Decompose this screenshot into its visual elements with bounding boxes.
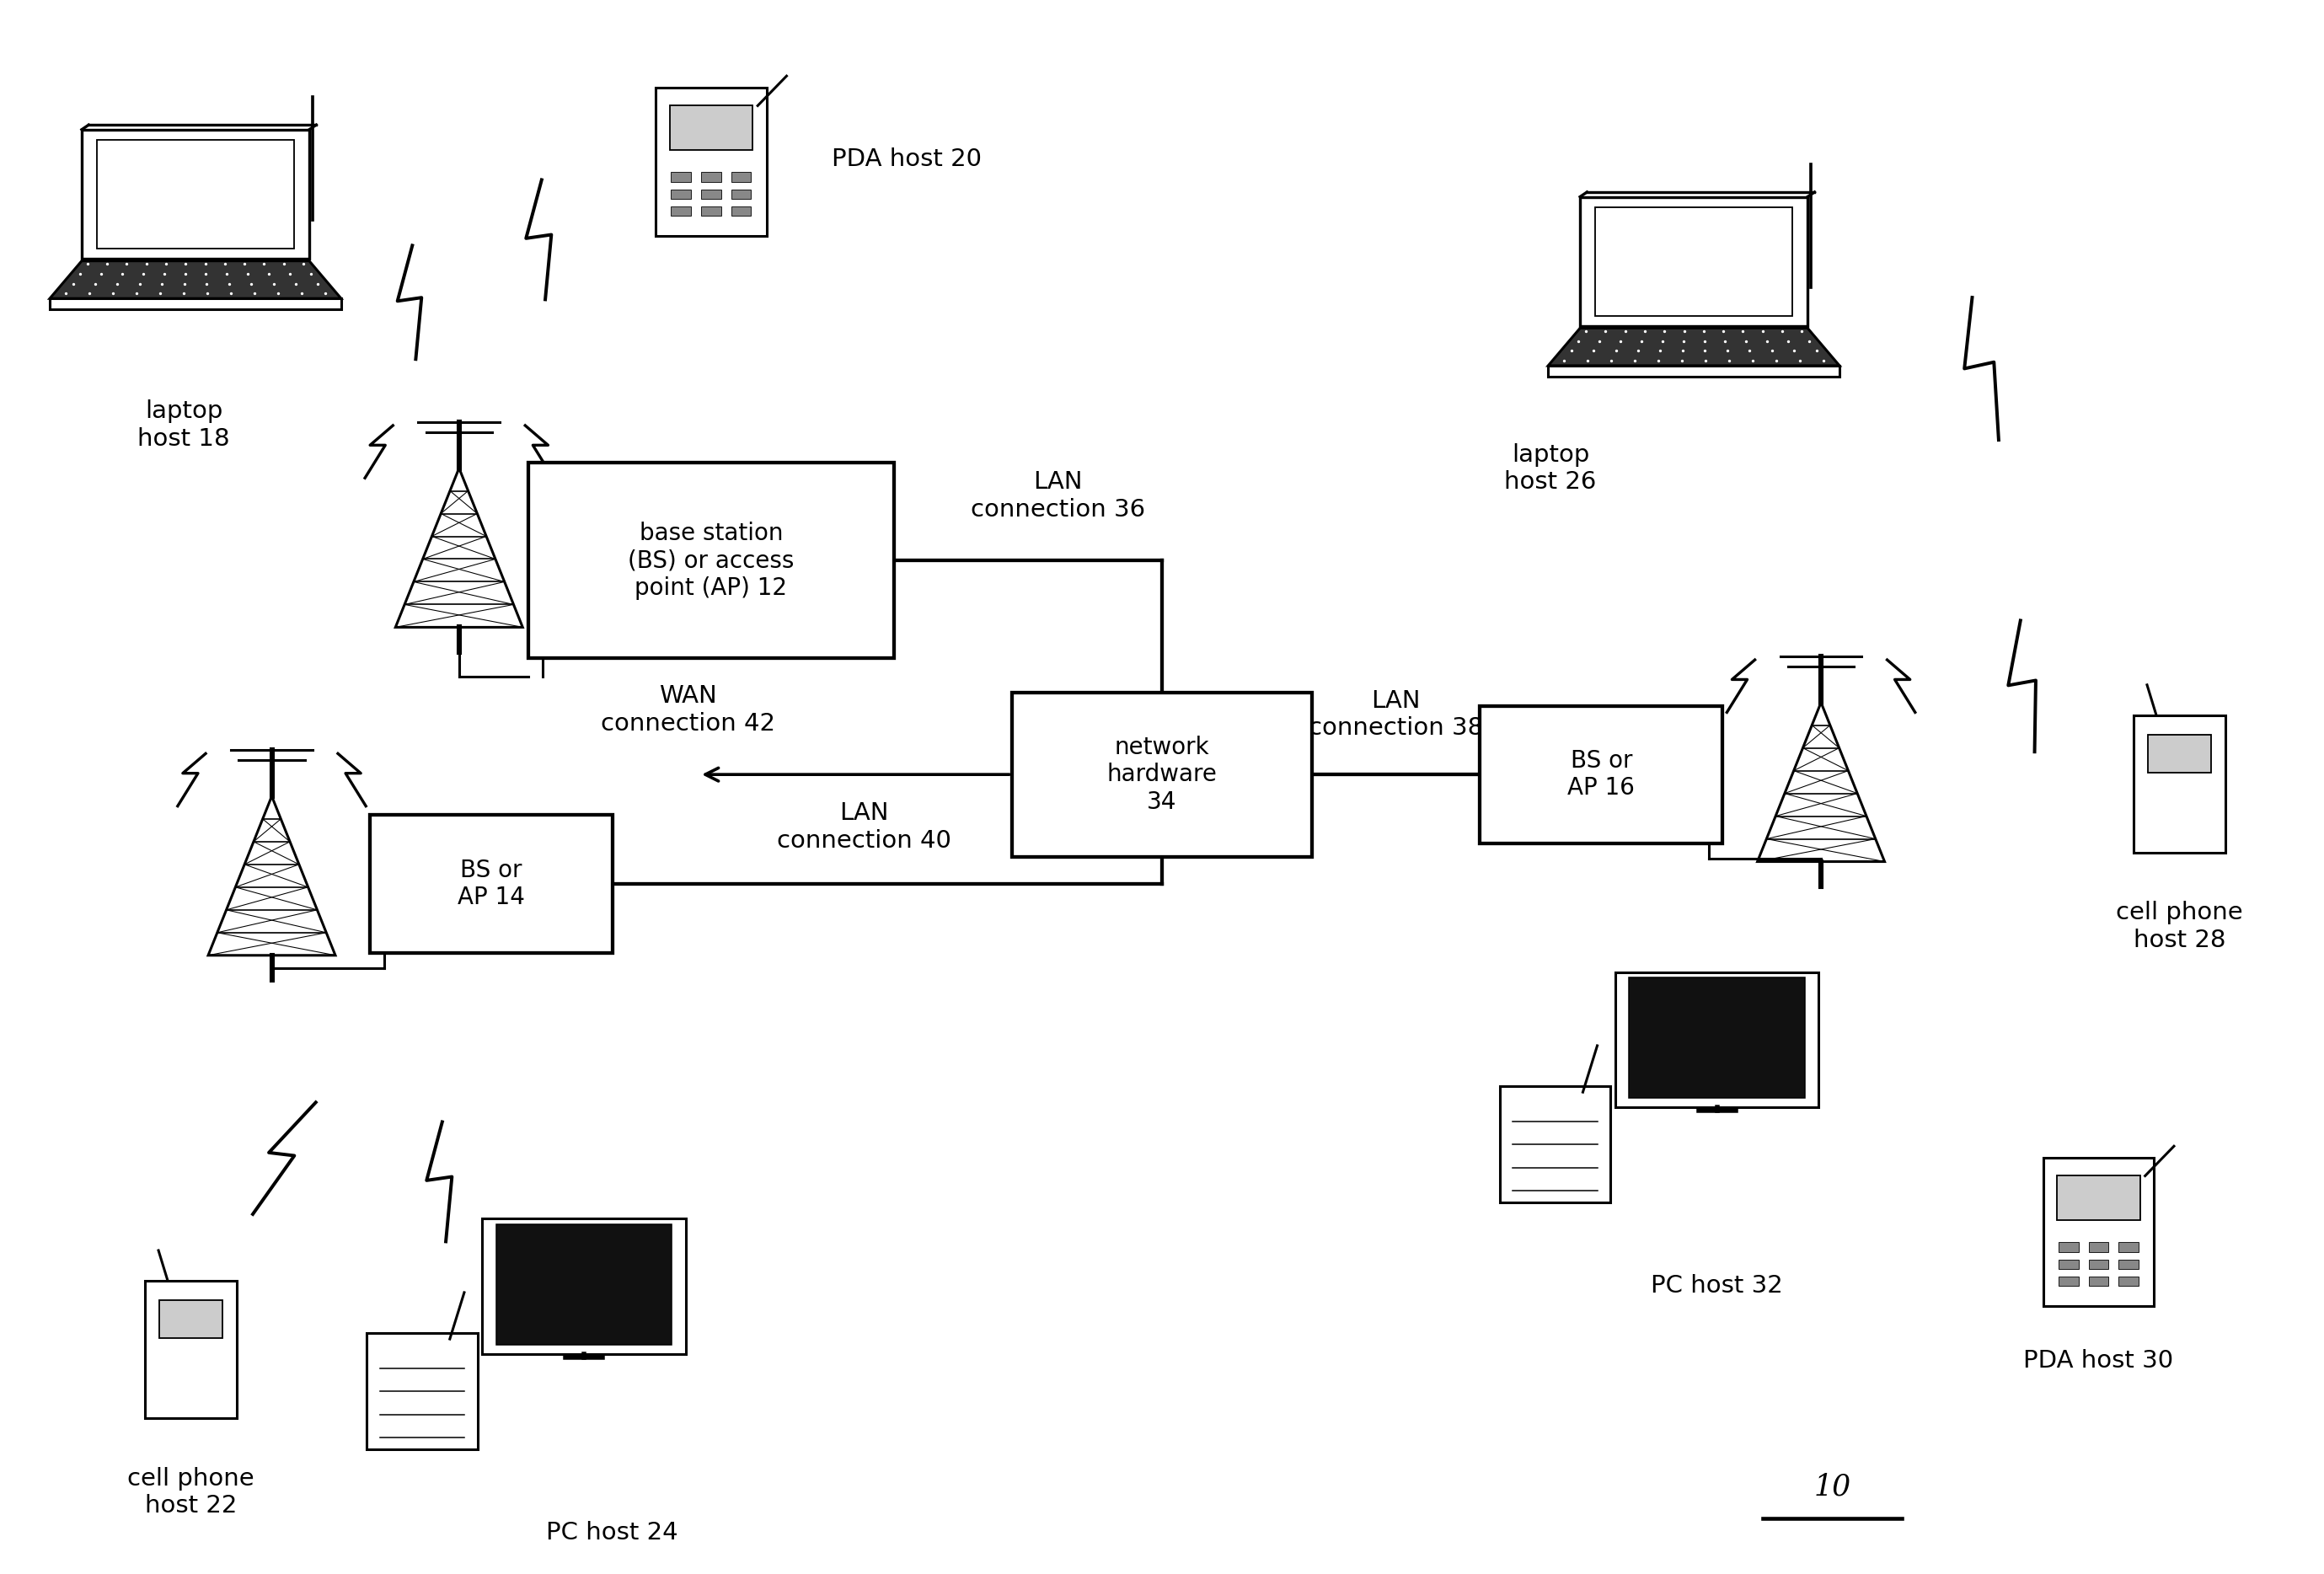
Polygon shape [1594, 208, 1792, 316]
Polygon shape [1615, 973, 1820, 1107]
Text: 10: 10 [1815, 1473, 1852, 1502]
Polygon shape [672, 172, 690, 181]
Polygon shape [1629, 977, 1806, 1097]
Text: cell phone
host 28: cell phone host 28 [2115, 900, 2243, 952]
Text: BS or
AP 14: BS or AP 14 [458, 858, 525, 910]
Polygon shape [702, 206, 720, 216]
Polygon shape [81, 129, 309, 260]
Text: LAN
connection 38: LAN connection 38 [1308, 689, 1483, 740]
Text: cell phone
host 22: cell phone host 22 [128, 1467, 253, 1517]
Bar [528, 463, 895, 658]
Polygon shape [732, 206, 751, 216]
Polygon shape [669, 105, 753, 150]
Polygon shape [209, 796, 335, 955]
Polygon shape [395, 467, 523, 628]
Text: LAN
connection 36: LAN connection 36 [971, 471, 1146, 521]
Polygon shape [2043, 1158, 2154, 1306]
Polygon shape [49, 299, 342, 309]
Text: PDA host 30: PDA host 30 [2024, 1349, 2173, 1373]
Polygon shape [702, 189, 720, 198]
Polygon shape [49, 261, 342, 299]
Text: network
hardware
34: network hardware 34 [1106, 735, 1218, 814]
Polygon shape [1499, 1086, 1611, 1203]
Polygon shape [2089, 1242, 2108, 1251]
Text: PC host 24: PC host 24 [546, 1522, 679, 1544]
Polygon shape [160, 1300, 223, 1338]
Bar [1011, 693, 1313, 856]
Polygon shape [2059, 1259, 2078, 1269]
Polygon shape [1757, 702, 1885, 861]
Polygon shape [2057, 1176, 2140, 1220]
Bar [370, 815, 614, 952]
Polygon shape [2059, 1242, 2078, 1251]
Polygon shape [1548, 365, 1841, 376]
Polygon shape [1580, 197, 1808, 326]
Polygon shape [1548, 327, 1841, 365]
Bar [1480, 705, 1722, 844]
Polygon shape [672, 206, 690, 216]
Polygon shape [495, 1225, 672, 1344]
Polygon shape [2119, 1242, 2138, 1251]
Polygon shape [481, 1218, 686, 1354]
Polygon shape [2119, 1259, 2138, 1269]
Polygon shape [732, 172, 751, 181]
Text: PDA host 20: PDA host 20 [832, 146, 981, 170]
Text: WAN
connection 42: WAN connection 42 [602, 685, 776, 735]
Polygon shape [2119, 1277, 2138, 1286]
Text: laptop
host 26: laptop host 26 [1504, 444, 1597, 494]
Text: laptop
host 18: laptop host 18 [137, 400, 230, 450]
Polygon shape [2133, 715, 2226, 853]
Polygon shape [2089, 1277, 2108, 1286]
Polygon shape [702, 172, 720, 181]
Text: LAN
connection 40: LAN connection 40 [776, 801, 951, 853]
Text: BS or
AP 16: BS or AP 16 [1569, 749, 1636, 800]
Polygon shape [98, 140, 293, 249]
Polygon shape [367, 1333, 476, 1450]
Text: base station
(BS) or access
point (AP) 12: base station (BS) or access point (AP) 1… [627, 521, 795, 600]
Text: PC host 32: PC host 32 [1650, 1275, 1783, 1299]
Polygon shape [144, 1281, 237, 1418]
Polygon shape [2059, 1277, 2078, 1286]
Polygon shape [732, 189, 751, 198]
Polygon shape [2147, 735, 2210, 773]
Polygon shape [655, 88, 767, 236]
Polygon shape [2089, 1259, 2108, 1269]
Polygon shape [672, 189, 690, 198]
